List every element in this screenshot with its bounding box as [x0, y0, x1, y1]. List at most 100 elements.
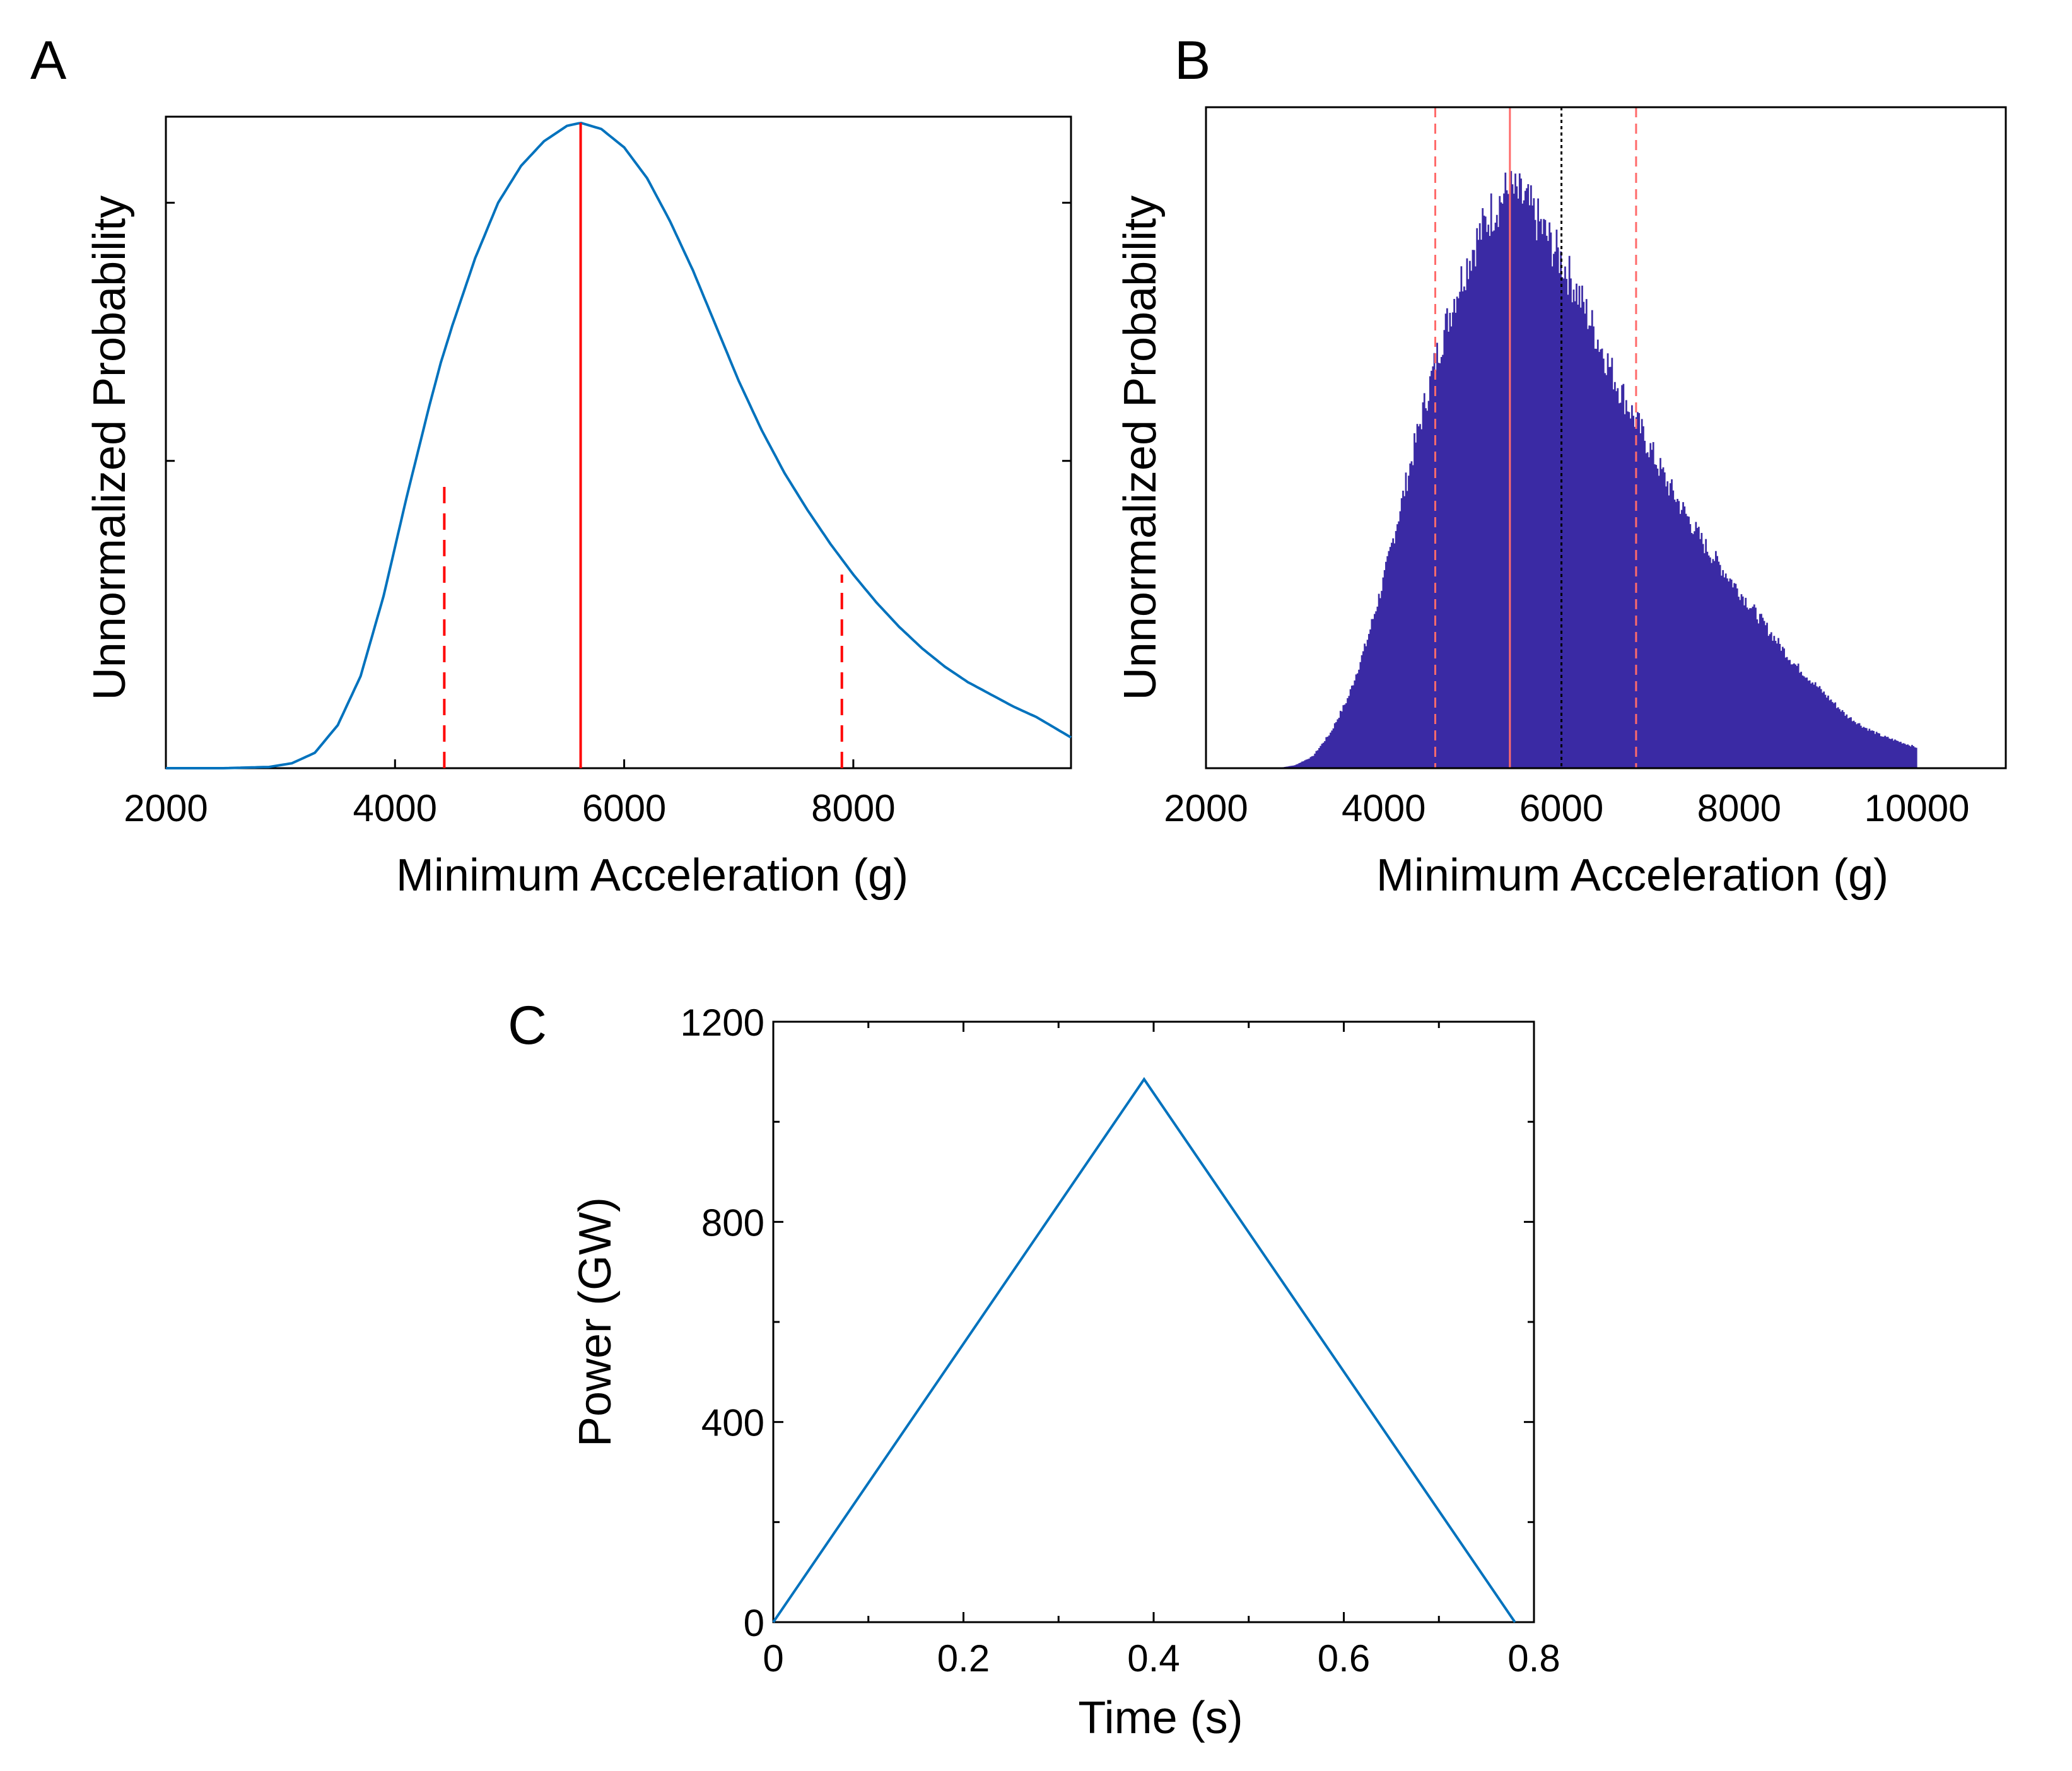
panel-b-hist-bar: [1325, 737, 1328, 768]
panel-b-hist-bar: [1429, 376, 1431, 768]
panel-a-xtick-label: 4000: [353, 787, 437, 829]
panel-b-hist-bar: [1607, 353, 1609, 768]
panel-b-hist-bar: [1746, 607, 1748, 768]
panel-b-hist-bar: [1406, 491, 1408, 768]
panel-b-hist-bar: [1769, 634, 1771, 768]
panel-b-hist-bar: [1786, 657, 1788, 768]
panel-b-hist-bar: [1473, 250, 1475, 768]
panel-b-hist-bar: [1528, 205, 1531, 769]
panel-b-hist-bar: [1753, 604, 1755, 768]
panel-b-hist-bar: [1863, 727, 1865, 768]
panel-b-hist-bar: [1361, 655, 1363, 768]
panel-b-hist-bar: [1707, 555, 1710, 768]
panel-b-hist-bar: [1591, 310, 1593, 769]
panel-b-hist-bar: [1680, 510, 1683, 768]
panel-b-hist-bar: [1534, 219, 1536, 768]
panel-b-hist-bar: [1568, 255, 1571, 769]
panel-b-hist-bar: [1480, 240, 1482, 768]
panel-b-hist-bar: [1777, 638, 1779, 768]
panel-b-hist-bar: [1458, 298, 1460, 768]
panel-b-hist-bar: [1638, 412, 1641, 768]
panel-b-hist-bar: [1601, 348, 1603, 768]
panel-b-hist-bar: [1793, 663, 1795, 768]
panel-b-hist-bar: [1313, 756, 1314, 768]
panel-b-hist-bar: [1557, 247, 1559, 768]
panel-b-hist-bar: [1808, 680, 1811, 768]
panel-c: C 0 0.2 0.4 0.6 0.8 0 400 800 1200 Time (s) Powe…: [508, 995, 1560, 1743]
panel-b-hist-bar: [1837, 707, 1839, 768]
panel-b-hist-bar: [1497, 226, 1499, 768]
panel-b-hist-bar: [1892, 740, 1895, 768]
panel-b-hist-bar: [1531, 205, 1533, 769]
panel-b-hist-bar: [1554, 251, 1557, 768]
panel-b-hist-bar: [1463, 286, 1465, 768]
panel-b-hist-bar: [1736, 588, 1738, 768]
panel-b-hist-bar: [1729, 578, 1731, 768]
panel-b-hist-bar: [1294, 765, 1296, 768]
panel-b-hist-bar: [1511, 184, 1514, 768]
panel-b-hist-bar: [1876, 733, 1879, 768]
panel-b-hist-bar: [1721, 575, 1723, 768]
panel-b-hist-bar: [1669, 483, 1671, 768]
panel-c-ytick-label: 0: [744, 1602, 764, 1644]
panel-b-hist-bar: [1467, 279, 1470, 768]
panel-b-hist-bar: [1560, 251, 1562, 768]
panel-b-hist-bar: [1356, 673, 1359, 768]
panel-b-hist-bar: [1865, 728, 1868, 768]
panel-b-hist-bar: [1794, 664, 1796, 768]
panel-b-hist-bar: [1608, 366, 1610, 768]
panel-b-hist-bar: [1335, 722, 1337, 768]
panel-b-hist-bar: [1585, 299, 1588, 768]
panel-b-hist-bar: [1555, 230, 1558, 769]
panel-b-hist-bar: [1645, 453, 1648, 768]
panel-c-ytick-label: 1200: [681, 1002, 764, 1044]
panel-b-hist-bar: [1503, 193, 1505, 769]
panel-b-hist-bar: [1856, 724, 1858, 768]
panel-b-hist-bar: [1764, 625, 1767, 768]
panel-b-xtick-label: 6000: [1519, 787, 1603, 829]
panel-b-hist-bar: [1581, 285, 1583, 769]
panel-b-hist-bar: [1545, 235, 1548, 768]
panel-b-hist-bar: [1443, 330, 1446, 768]
panel-b-hist-bar: [1853, 720, 1855, 768]
panel-b-hist-bar: [1632, 416, 1635, 768]
panel-b-hist-bar: [1881, 736, 1883, 768]
panel-b-hist-bar: [1501, 203, 1504, 769]
panel-b-hist-bar: [1372, 619, 1374, 768]
panel-b-hist-bar: [1388, 551, 1390, 768]
panel-b-hist-bar: [1506, 190, 1508, 768]
panel-b-hist-bar: [1763, 621, 1765, 768]
panel-b-hist-bar: [1615, 391, 1617, 768]
panel-b-hist-bar: [1432, 366, 1434, 768]
panel-b-hist-bar: [1495, 214, 1498, 768]
panel-b-letter: B: [1174, 30, 1210, 91]
panel-b-hist-bar: [1315, 751, 1318, 768]
panel-b-hist-bar: [1812, 682, 1814, 768]
panel-b-hist-bar: [1688, 517, 1690, 768]
panel-b-hist-bar: [1715, 551, 1717, 768]
panel-b-hist-bar: [1550, 232, 1552, 769]
panel-b-hist-bar: [1530, 185, 1532, 768]
panel-b-hist-bar: [1914, 747, 1916, 768]
panel-b-hist-bar: [1773, 636, 1776, 768]
panel-c-xtick-label: 0.4: [1127, 1637, 1179, 1680]
panel-b-hist-bar: [1885, 737, 1888, 768]
panel-b-hist-bar: [1410, 461, 1413, 768]
panel-b-hist-bar: [1366, 640, 1369, 768]
panel-b-hist-bar: [1807, 681, 1810, 768]
panel-b-hist-bar: [1696, 528, 1699, 768]
panel-b-hist-bar: [1567, 295, 1569, 768]
panel-b-hist-bar: [1787, 660, 1789, 768]
panel-b-hist-bar: [1321, 744, 1323, 768]
panel-b-hist-bar: [1658, 476, 1660, 768]
panel-b-hist-bar: [1375, 611, 1377, 768]
panel-b-hist-bar: [1339, 711, 1342, 768]
panel-b-hist-bar: [1912, 746, 1915, 768]
panel-b-hist-bar: [1453, 298, 1455, 768]
panel-b-hist-bar: [1898, 742, 1900, 768]
panel-b-hist-bar: [1861, 727, 1863, 768]
panel-b-hist-bar: [1827, 695, 1829, 768]
panel-b-hist-bar: [1301, 761, 1303, 768]
panel-b-hist-bar: [1848, 717, 1851, 768]
panel-b-hist-bar: [1326, 737, 1329, 768]
